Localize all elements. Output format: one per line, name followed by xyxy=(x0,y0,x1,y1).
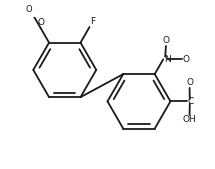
Text: O: O xyxy=(163,37,169,45)
Text: F: F xyxy=(90,17,95,27)
Text: OH: OH xyxy=(183,115,197,124)
Text: C: C xyxy=(188,97,194,106)
Text: O: O xyxy=(183,55,190,64)
Text: N: N xyxy=(164,55,170,64)
Text: O: O xyxy=(26,5,32,14)
Text: O: O xyxy=(186,78,193,87)
Text: O: O xyxy=(37,18,44,27)
